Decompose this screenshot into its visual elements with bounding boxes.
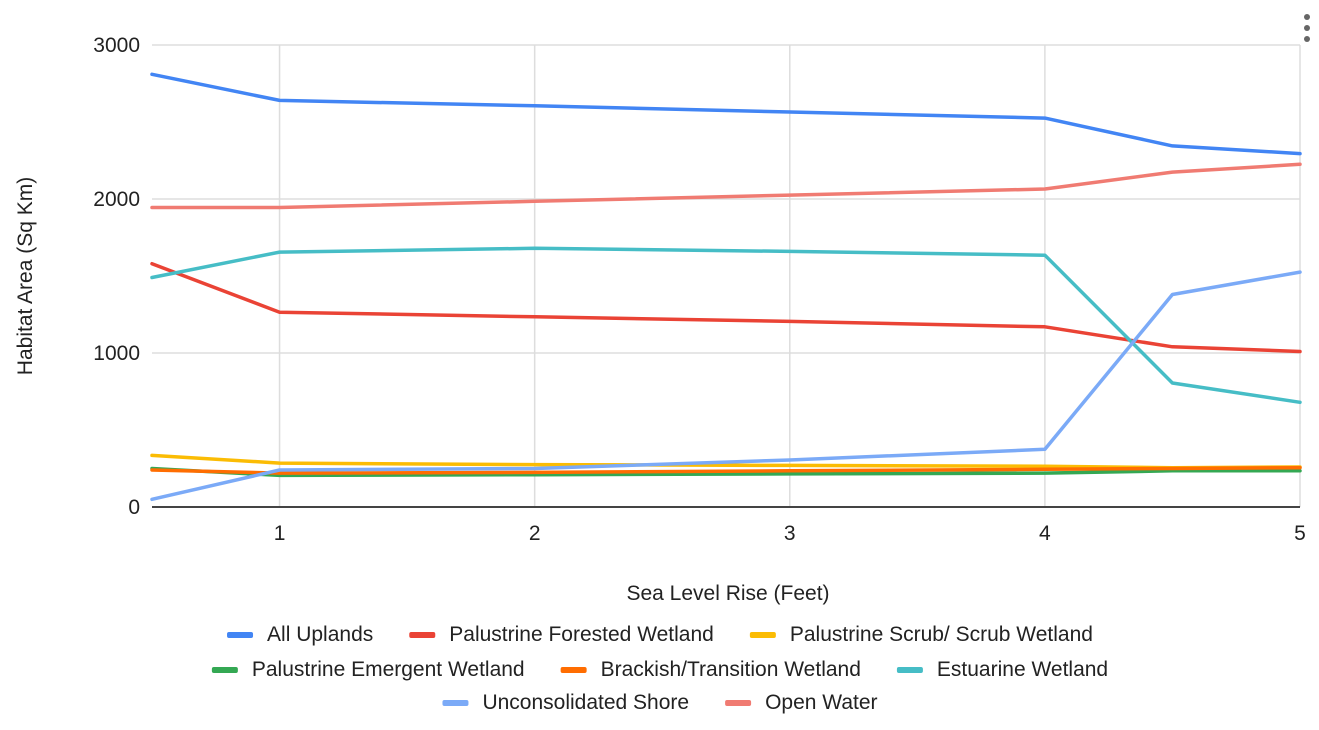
y-axis-title: Habitat Area (Sq Km) [14,177,37,375]
series-line[interactable] [150,466,1302,478]
legend-swatch [749,632,776,638]
legend-swatch [896,667,923,673]
y-tick-label: 2000 [93,188,140,211]
legend-label[interactable]: Brackish/Transition Wetland [601,658,861,681]
legend-label[interactable]: Unconsolidated Shore [482,691,689,714]
legend-swatch [227,632,254,638]
legend-swatch [560,667,587,673]
series-line[interactable] [150,270,1302,502]
legend-label[interactable]: All Uplands [267,623,373,646]
series-line[interactable] [150,72,1302,156]
y-tick-label: 0 [128,496,140,519]
x-tick-label: 1 [274,522,286,545]
x-axis-title: Sea Level Rise (Feet) [626,582,829,605]
series-line[interactable] [150,261,1302,354]
x-tick-label: 2 [529,522,541,545]
legend-swatch [442,700,469,706]
axes: 0 1000 2000 3000 1 2 3 4 5 [93,34,1306,545]
x-tick-label: 4 [1039,522,1051,545]
grid [152,44,1301,507]
legend-label[interactable]: Open Water [765,691,877,714]
y-tick-label: 3000 [93,34,140,57]
more-options-icon[interactable] [1296,10,1318,50]
legend-label[interactable]: Estuarine Wetland [937,658,1108,681]
x-tick-label: 5 [1294,522,1306,545]
legend-swatch [409,632,436,638]
legend-swatch [211,667,238,673]
legend: All Uplands Palustrine Forested Wetland Pa… [211,623,1108,714]
legend-swatch [725,700,752,706]
x-tick-label: 3 [784,522,796,545]
series-line[interactable] [150,465,1302,475]
legend-label[interactable]: Palustrine Emergent Wetland [252,658,525,681]
legend-label[interactable]: Palustrine Scrub/ Scrub Wetland [790,623,1093,646]
series-lines [150,72,1302,502]
series-line[interactable] [150,246,1302,405]
series-line[interactable] [150,162,1302,210]
legend-label[interactable]: Palustrine Forested Wetland [449,623,714,646]
y-tick-label: 1000 [93,342,140,365]
